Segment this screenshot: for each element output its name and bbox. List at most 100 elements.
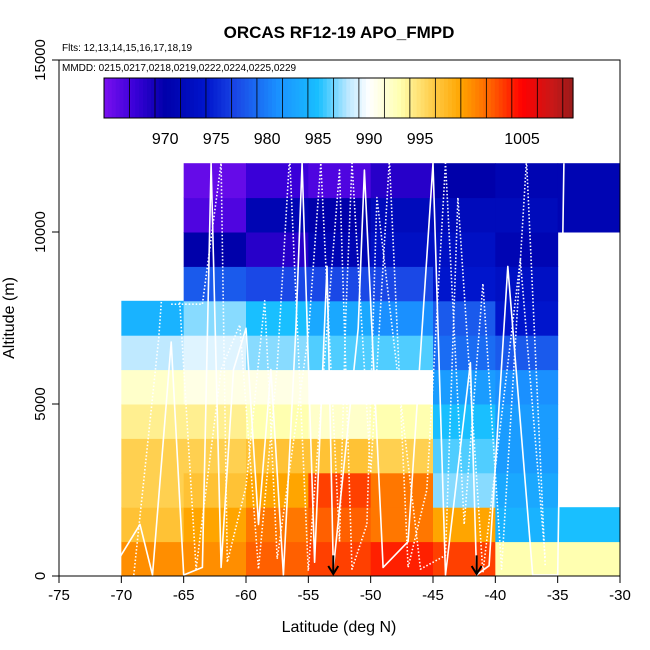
colorbar-tick-label: 980: [254, 131, 281, 148]
colorbar-segment: [358, 78, 363, 118]
heatmap-cell: [557, 197, 621, 233]
x-tick-label: -50: [360, 587, 382, 604]
colorbar-segment: [146, 78, 152, 118]
y-tick-label: 5000: [32, 387, 49, 420]
colorbar-segment: [432, 78, 437, 118]
colorbar-segment: [104, 78, 109, 118]
colorbar-segment: [412, 78, 418, 118]
colorbar-tick-label: 985: [305, 131, 332, 148]
colorbar-segment: [307, 78, 312, 118]
colorbar-segment: [518, 78, 523, 118]
heatmap-cell: [370, 163, 434, 199]
colorbar-segment: [303, 78, 308, 118]
x-tick-label: -65: [173, 587, 195, 604]
x-tick-label: -35: [547, 587, 569, 604]
colorbar-segment: [315, 78, 320, 118]
colorbar-segment: [483, 78, 488, 118]
colorbar-segment: [475, 78, 480, 118]
heatmap-cell: [308, 197, 372, 233]
colorbar-segment: [444, 78, 449, 118]
heatmap-cell: [433, 369, 496, 405]
heatmap-cell: [121, 300, 185, 336]
heatmap-cell: [246, 266, 309, 302]
colorbar-segment: [569, 78, 574, 118]
x-tick-label: -45: [422, 587, 444, 604]
colorbar-segment: [123, 78, 129, 118]
heatmap-cell: [557, 163, 621, 199]
colorbar-segment: [111, 78, 117, 118]
colorbar-segment: [236, 78, 242, 118]
heatmap-cell: [183, 232, 247, 267]
colorbar-segment: [506, 78, 512, 118]
colorbar-segment: [326, 78, 332, 118]
colorbar-segment: [135, 78, 140, 118]
colorbar-segment: [436, 78, 441, 118]
heatmap-cells: [121, 163, 621, 577]
x-tick-label: -30: [609, 587, 631, 604]
heatmap-cell: [433, 300, 496, 336]
colorbar-segment: [494, 78, 500, 118]
colorbar-segment: [209, 78, 215, 118]
colorbar-tick-label: 990: [356, 131, 383, 148]
colorbar-segment: [553, 78, 558, 118]
heatmap-cell: [370, 197, 434, 233]
heatmap-cell: [370, 335, 434, 371]
flights-note: Flts: 12,13,14,15,16,17,18,19: [62, 43, 193, 54]
flight-track: [171, 159, 546, 570]
heatmap-cell: [495, 266, 559, 302]
colorbar-segment: [143, 78, 148, 118]
colorbar-segment: [201, 78, 207, 118]
colorbar-segment: [549, 78, 555, 118]
arrow-marker: [470, 555, 483, 576]
heatmap-cell: [183, 404, 247, 439]
colorbar-segment: [377, 78, 383, 118]
colorbar-segment: [225, 78, 230, 118]
heatmap-cell: [370, 438, 434, 474]
heatmap-cell: [246, 300, 309, 336]
colorbar-segment: [498, 78, 504, 118]
colorbar-segment: [389, 78, 394, 118]
colorbar-segment: [330, 78, 336, 118]
heatmap-cell: [370, 266, 434, 302]
heatmap-cell: [121, 404, 185, 439]
colorbar-segment: [354, 78, 359, 118]
colorbar-segment: [514, 78, 519, 118]
colorbar-segment: [381, 78, 386, 118]
colorbar-segment: [451, 78, 457, 118]
heatmap-cell: [308, 266, 372, 302]
heatmap-cell: [308, 404, 372, 439]
colorbar-segment: [166, 78, 172, 118]
colorbar-segment: [401, 78, 406, 118]
heatmap-cell: [433, 438, 496, 474]
colorbar-segment: [424, 78, 429, 118]
colorbar-segment: [522, 78, 527, 118]
colorbar-segment: [416, 78, 422, 118]
markers: [327, 555, 483, 576]
y-tick-label: 10000: [32, 211, 49, 253]
colorbar-segment: [291, 78, 297, 118]
colorbar-segment: [232, 78, 238, 118]
colorbar-segment: [487, 78, 492, 118]
heatmap-cell: [557, 507, 621, 543]
colorbar-segment: [193, 78, 199, 118]
colorbar-segment: [369, 78, 375, 118]
colorbar-segment: [361, 78, 367, 118]
heatmap-cell: [183, 507, 247, 543]
colorbar-segment: [467, 78, 472, 118]
colorbar-segment: [463, 78, 469, 118]
colorbar-segment: [479, 78, 484, 118]
colorbar-tick-label: 1005: [504, 131, 540, 148]
colorbar-segment: [252, 78, 258, 118]
heatmap-cell: [495, 197, 559, 233]
heatmap-cell: [246, 404, 309, 439]
arrow-marker: [327, 555, 340, 576]
colorbar-segment: [490, 78, 496, 118]
heatmap-cell: [183, 472, 247, 508]
y-tick-label: 0: [32, 572, 49, 580]
heatmap-cell: [370, 472, 434, 508]
colorbar-segment: [287, 78, 293, 118]
colorbar-segment: [440, 78, 445, 118]
heatmap-cell: [183, 369, 247, 405]
heatmap-cell: [183, 197, 247, 233]
colorbar-segment: [338, 78, 344, 118]
